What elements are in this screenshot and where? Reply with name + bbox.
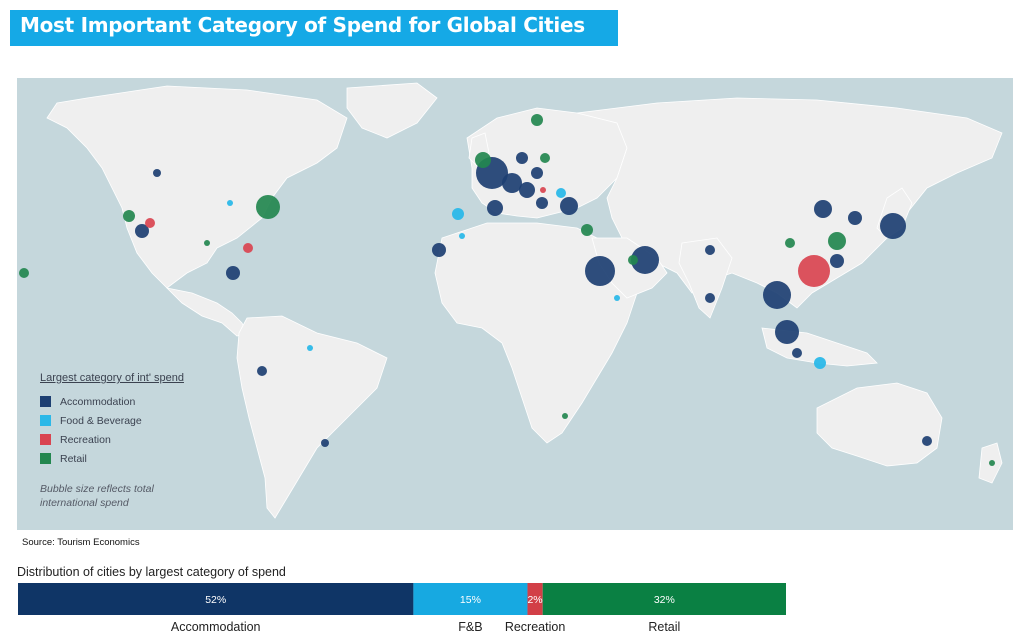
legend-swatch bbox=[40, 453, 51, 464]
bubble-retail bbox=[989, 460, 995, 466]
bar-segment-f-b bbox=[413, 583, 528, 615]
africa bbox=[434, 222, 638, 444]
bubble-accommodation bbox=[792, 348, 802, 358]
title-banner: Most Important Category of Spend for Glo… bbox=[10, 10, 618, 46]
legend-item-food-beverage: Food & Beverage bbox=[40, 411, 200, 430]
bubble-retail bbox=[628, 255, 638, 265]
bar-category-label: F&B bbox=[458, 620, 483, 634]
bubble-retail bbox=[531, 114, 543, 126]
distribution-category-labels: Accommodation F&B Recreation Retail bbox=[18, 620, 786, 636]
bubble-food-beverage bbox=[307, 345, 313, 351]
bubble-accommodation bbox=[848, 211, 862, 225]
bubble-retail bbox=[123, 210, 135, 222]
legend-item-retail: Retail bbox=[40, 449, 200, 468]
legend-note: Bubble size reflects total international… bbox=[40, 483, 154, 509]
bubble-accommodation bbox=[531, 167, 543, 179]
legend-item-recreation: Recreation bbox=[40, 430, 200, 449]
legend-label: Food & Beverage bbox=[60, 414, 142, 427]
legend-label: Accommodation bbox=[60, 395, 136, 408]
bubble-food-beverage bbox=[452, 208, 464, 220]
bubble-accommodation bbox=[226, 266, 240, 280]
bubble-accommodation bbox=[585, 256, 615, 286]
bubble-accommodation bbox=[153, 169, 161, 177]
bubble-retail bbox=[475, 152, 491, 168]
bubble-food-beverage bbox=[814, 357, 826, 369]
bubble-retail bbox=[828, 232, 846, 250]
bubble-accommodation bbox=[705, 293, 715, 303]
legend-item-accommodation: Accommodation bbox=[40, 392, 200, 411]
bar-value-label: 32% bbox=[654, 594, 675, 606]
bubble-retail bbox=[562, 413, 568, 419]
bar-segment-retail bbox=[542, 583, 786, 615]
distribution-title: Distribution of cities by largest catego… bbox=[17, 565, 286, 579]
bubble-recreation bbox=[145, 218, 155, 228]
chart-title: Most Important Category of Spend for Glo… bbox=[20, 13, 585, 37]
bubble-food-beverage bbox=[556, 188, 566, 198]
bubble-retail bbox=[19, 268, 29, 278]
bubble-retail bbox=[581, 224, 593, 236]
bubble-accommodation bbox=[135, 224, 149, 238]
bar-value-label: 52% bbox=[205, 594, 226, 606]
bubble-food-beverage bbox=[227, 200, 233, 206]
bar-category-label: Recreation bbox=[504, 620, 566, 634]
legend-title: Largest category of int' spend bbox=[40, 372, 184, 384]
land-masses bbox=[46, 82, 1003, 519]
bubble-accommodation bbox=[321, 439, 329, 447]
bar-segment-recreation bbox=[527, 583, 543, 615]
bubble-retail bbox=[540, 153, 550, 163]
bubble-accommodation bbox=[487, 200, 503, 216]
bubble-recreation bbox=[540, 187, 546, 193]
india bbox=[678, 237, 733, 319]
bar-value-label: 2% bbox=[527, 594, 542, 606]
bar-value-label: 15% bbox=[460, 594, 481, 606]
bubble-accommodation bbox=[775, 320, 799, 344]
legend-swatch bbox=[40, 434, 51, 445]
bubble-accommodation bbox=[922, 436, 932, 446]
bubble-accommodation bbox=[631, 246, 659, 274]
bubble-accommodation bbox=[814, 200, 832, 218]
bar-category-label: Accommodation bbox=[170, 620, 261, 634]
bubble-accommodation bbox=[763, 281, 791, 309]
bubble-recreation bbox=[798, 255, 830, 287]
greenland bbox=[346, 82, 438, 139]
bubble-accommodation bbox=[502, 173, 522, 193]
distribution-bar: 52% 15% 2% 32% bbox=[18, 583, 786, 615]
bubble-recreation bbox=[243, 243, 253, 253]
bubble-accommodation bbox=[516, 152, 528, 164]
legend-label: Recreation bbox=[60, 433, 111, 446]
legend-swatch bbox=[40, 415, 51, 426]
bubble-accommodation bbox=[432, 243, 446, 257]
bubble-retail bbox=[785, 238, 795, 248]
bar-category-label: Retail bbox=[648, 620, 681, 634]
bar-segment-accommodation bbox=[18, 583, 414, 615]
bubble-food-beverage bbox=[459, 233, 465, 239]
bubble-accommodation bbox=[257, 366, 267, 376]
bubble-food-beverage bbox=[614, 295, 620, 301]
bubble-retail bbox=[256, 195, 280, 219]
australia bbox=[816, 382, 943, 467]
legend-swatch bbox=[40, 396, 51, 407]
city-bubbles bbox=[19, 114, 995, 466]
north-america bbox=[46, 85, 348, 289]
bubble-accommodation bbox=[880, 213, 906, 239]
bubble-accommodation bbox=[830, 254, 844, 268]
bubble-accommodation bbox=[705, 245, 715, 255]
bubble-accommodation bbox=[519, 182, 535, 198]
map-legend: Largest category of int' spend Accommoda… bbox=[40, 372, 200, 510]
world-map bbox=[17, 78, 1013, 530]
legend-label: Retail bbox=[60, 452, 87, 465]
source-note: Source: Tourism Economics bbox=[22, 537, 140, 548]
bubble-retail bbox=[204, 240, 210, 246]
bubble-accommodation bbox=[560, 197, 578, 215]
bubble-accommodation bbox=[536, 197, 548, 209]
south-america bbox=[236, 315, 388, 519]
